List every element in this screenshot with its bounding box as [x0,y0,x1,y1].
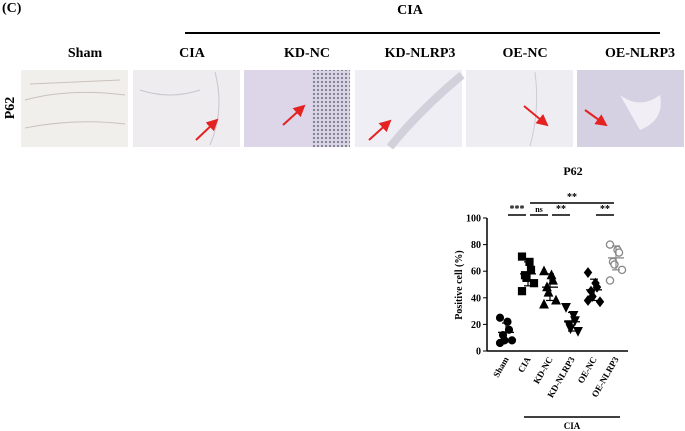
arrow [368,119,392,141]
column-label: OE-NC [502,46,547,61]
data-point [495,313,505,322]
y-tick-label: 0 [476,347,481,358]
data-point [529,279,539,288]
column-label: CIA [179,46,206,61]
data-point [595,296,605,308]
data-point [503,317,512,326]
column-label: OE-NLRP3 [605,46,675,61]
data-point [539,298,549,309]
significance-label: ** [600,204,610,215]
data-point [583,295,593,306]
row-label: P62 [3,97,18,120]
y-tick-label: 60 [471,267,481,278]
image-texture [529,71,538,147]
x-tick-label: OE-NC [576,355,599,385]
data-point [583,267,593,278]
data-point [605,276,615,285]
image-texture [139,71,220,146]
arrow [584,109,608,127]
image-panel [355,70,462,147]
data-point [561,303,571,313]
data-point [565,324,576,335]
column-label: Sham [68,46,103,61]
y-tick-label: 20 [471,320,481,331]
column-label: KD-NLRP3 [385,46,456,61]
y-tick-label: 80 [471,240,481,251]
image-panel [466,70,573,147]
data-point [592,281,602,293]
significance-label: ** [567,192,577,203]
y-tick-label: 100 [466,214,481,225]
image-panel [133,70,240,147]
arrow [523,105,549,127]
image-texture [24,79,126,129]
group-label: CIA [564,421,581,431]
micrographs [21,70,684,150]
chart-title: P62 [563,164,582,178]
image-texture [620,95,661,130]
data-point [610,260,619,269]
group-header: CIA [397,3,424,18]
x-tick-label: KD-NC [531,355,554,386]
data-point [517,287,527,296]
arrow [282,104,306,126]
x-tick-label: Sham [491,355,511,379]
significance-label: ** [556,204,566,215]
image-texture [386,71,465,150]
data-point [539,265,549,276]
data-point [522,273,531,282]
data-point [588,291,597,302]
data-point [605,240,615,249]
data-point [517,252,527,261]
panel-label: (C) [2,1,22,16]
image-panel [312,70,350,147]
image-panel [21,70,128,147]
data-point [548,274,558,285]
significance-label: *** [510,204,525,215]
y-tick-label: 40 [471,293,481,304]
y-axis-label: Positive cell (%) [454,250,465,319]
data-point [495,338,505,348]
arrow [195,118,219,141]
x-tick-label: CIA [516,355,533,375]
data-point [507,336,517,345]
significance-label: ns [535,205,543,214]
column-label: KD-NC [284,46,330,61]
